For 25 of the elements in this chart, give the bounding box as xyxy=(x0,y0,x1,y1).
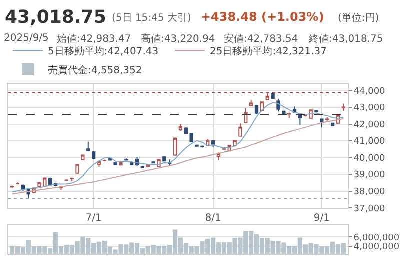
y-tick-label: 6,000,000 xyxy=(354,233,400,244)
text: 始値:42,983.47 xyxy=(57,33,132,45)
x-tick-label: 8/1 xyxy=(205,213,222,224)
y-tick-label: 38,000 xyxy=(354,187,386,198)
y-tick-label: 41,000 xyxy=(354,137,386,148)
y-tick-label: 40,000 xyxy=(354,154,386,164)
y-tick-label: 4,000,000 xyxy=(354,242,400,253)
x-tick-label: 9/1 xyxy=(314,213,330,224)
text: (単位:円) xyxy=(338,12,380,24)
y-tick-label: 39,000 xyxy=(354,170,386,181)
legend-label: 5日移動平均:42,407.43 xyxy=(48,45,159,58)
y-tick-label: 44,000 xyxy=(354,86,386,97)
text: +438.48 (+1.03%) xyxy=(201,10,324,24)
y-tick-label: 37,000 xyxy=(354,204,386,214)
legend-label: 25日移動平均:42,321.37 xyxy=(210,45,327,58)
chart-title: 43,018.75 xyxy=(5,7,106,28)
text: 高値:43,220.94 xyxy=(141,33,216,45)
text: 終値:43,018.75 xyxy=(308,33,384,45)
y-tick-label: 42,000 xyxy=(354,120,386,130)
legend-label: 売買代金:4,558,352 xyxy=(48,64,142,76)
text: 安値:42,783.54 xyxy=(224,33,298,45)
text: (5日 15:45 大引) xyxy=(112,12,192,24)
y-tick-label: 43,000 xyxy=(354,104,386,114)
x-tick-label: 7/1 xyxy=(86,213,102,224)
text: 2025/9/5 xyxy=(4,33,49,44)
